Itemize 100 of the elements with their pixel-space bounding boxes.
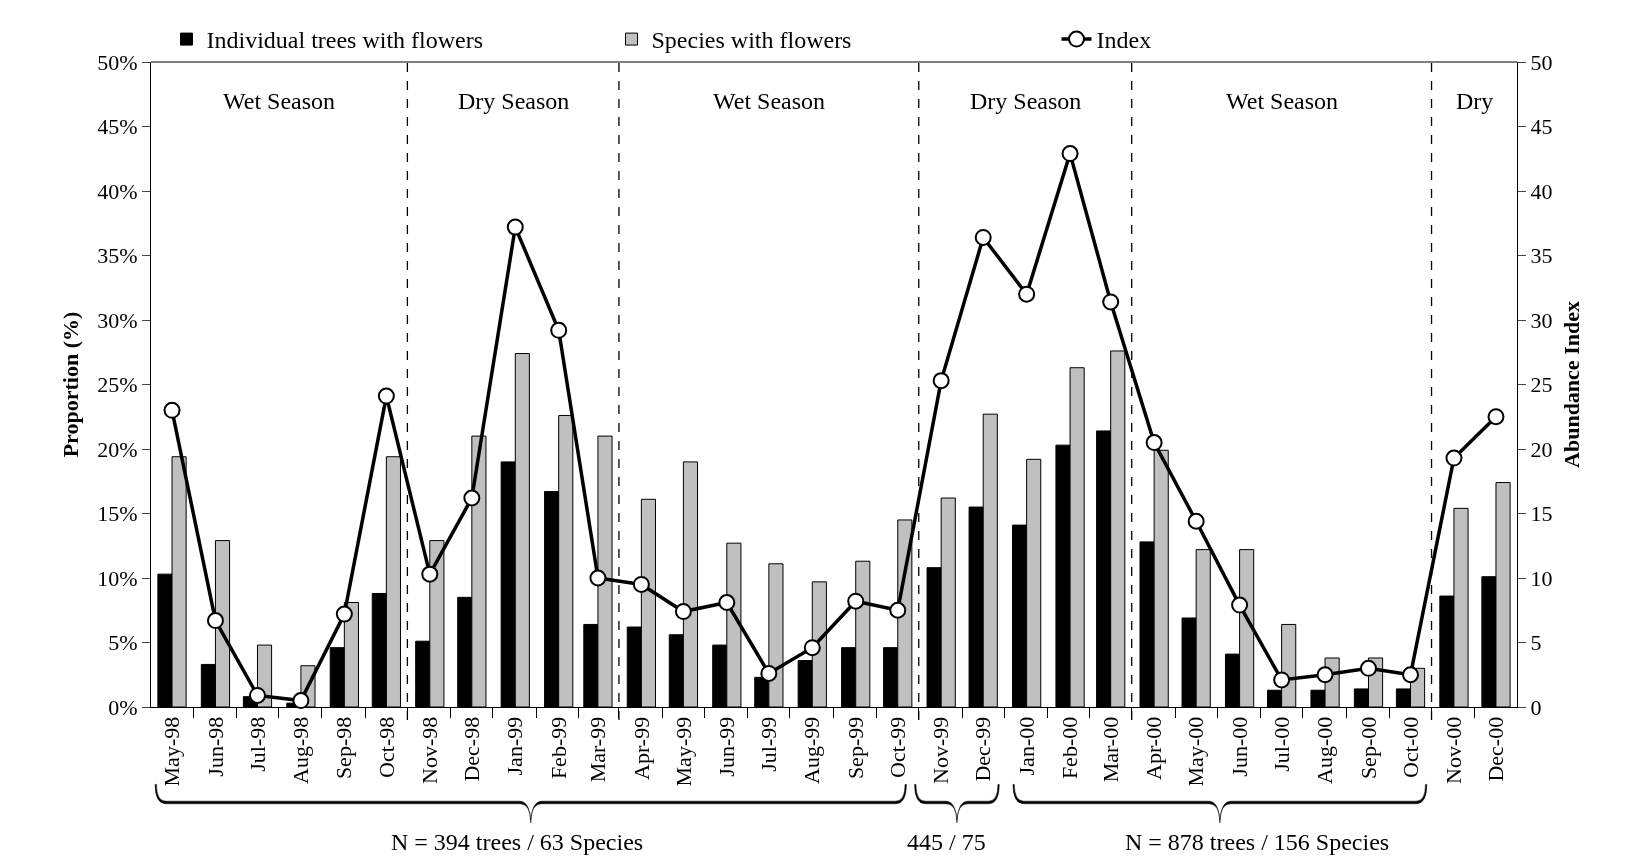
y2-tick-label: 25 [1530,372,1553,398]
x-tick-label: Apr-99 [628,716,654,780]
point [932,372,950,390]
y-tick-label: 15% [97,501,138,527]
x-tick-label: Sep-98 [331,716,357,780]
text: N = 394 trees / 63 Species [391,829,644,855]
x-tick-label: Jun-99 [713,716,739,777]
point [889,601,907,619]
y-tick-label: 50% [97,49,138,75]
point [1487,408,1505,426]
x-tick-label: Jun-98 [202,716,228,777]
x-tick-label: Aug-99 [799,716,825,785]
y2-tick-label: 40 [1530,178,1553,204]
point [974,228,992,246]
x-tick-label: Mar-99 [585,716,611,783]
x-tick-label: Oct-99 [884,716,910,778]
y-tick-label: 30% [97,307,138,333]
point [1360,659,1377,677]
x-tick-label: Jan-99 [502,716,528,776]
annotation: Dry Season [970,88,1082,114]
legend-label: Index [1096,27,1152,54]
x-tick-label: May-99 [670,716,696,787]
x-tick-label: Jul-98 [244,716,270,772]
x-tick-label: Jan-00 [1013,716,1039,776]
y2-tick-label: 15 [1530,501,1553,527]
point [1402,666,1420,684]
y2-tick-label: 30 [1530,307,1553,333]
y-axis-title: Proportion (%) [58,311,84,458]
y2-tick-label: 35 [1530,243,1553,269]
x-tick-label: Dec-00 [1483,716,1509,782]
x-tick-label: Dec-99 [970,716,996,782]
annotation: Wet Season [223,88,336,114]
point [550,321,568,339]
annotation: Wet Season [713,88,826,114]
point [1316,666,1334,684]
y2-axis-title: Abundance Index [1559,301,1585,468]
point [760,664,778,682]
x-tick-label: Jun-00 [1226,716,1252,777]
y2-tick-label: 10 [1530,565,1553,591]
y-tick-label: 45% [97,114,138,140]
point [1273,671,1291,689]
point [292,692,310,710]
y2-tick-label: 5 [1530,630,1542,656]
x-tick-label: Mar-00 [1097,716,1123,783]
x-tick-label: Nov-00 [1441,716,1467,785]
x-tick-label: Oct-00 [1397,716,1423,778]
annotation: Dry [1456,88,1494,114]
legend-label: Species with flowers [651,27,852,54]
point [421,565,439,583]
y2-tick-label: 50 [1530,49,1553,75]
point [718,594,736,611]
point [803,639,821,657]
y-tick-label: 40% [97,178,138,204]
point [1061,145,1079,163]
point [589,569,607,587]
x-tick-label: May-00 [1183,716,1209,787]
point [674,603,692,621]
point [1145,434,1163,452]
x-tick-label: Feb-99 [545,716,571,780]
x-tick-label: Nov-99 [928,716,954,785]
x-tick-label: Sep-00 [1355,716,1381,780]
x-tick-label: Dec-98 [458,716,484,782]
point [335,605,353,623]
point [1231,596,1249,614]
legend-label: Individual trees with flowers [206,27,484,54]
x-tick-label: Aug-00 [1312,716,1338,785]
text: N = 878 trees / 156 Species [1125,829,1390,855]
point [163,401,181,419]
point [847,592,865,610]
point [377,387,395,405]
x-tick-label: Aug-98 [288,716,314,785]
point [463,489,481,507]
point [1445,449,1463,467]
annotation: Wet Season [1226,88,1339,114]
point [1187,512,1205,530]
point [1018,285,1036,303]
x-tick-label: Nov-98 [416,716,442,785]
y-tick-label: 5% [108,630,138,656]
y2-tick-label: 0 [1530,694,1542,720]
y-tick-label: 0% [108,694,138,720]
point [1102,293,1120,311]
point [506,218,524,236]
x-tick-label: Apr-00 [1141,716,1167,780]
x-tick-label: May-98 [159,716,185,787]
point [248,686,266,704]
y-tick-label: 20% [97,436,138,462]
point [206,612,224,630]
x-tick-label: Sep-99 [842,716,868,780]
y-tick-label: 25% [97,372,138,398]
text: 445 / 75 [907,829,986,855]
y-tick-label: 10% [97,565,138,591]
annotation: Dry Season [458,88,570,114]
x-tick-label: Feb-00 [1057,716,1083,780]
x-tick-label: Jul-00 [1268,716,1294,772]
point [632,575,650,593]
y-tick-label: 35% [97,243,138,269]
y2-tick-label: 20 [1530,436,1553,462]
x-tick-label: Jul-99 [756,716,781,772]
y2-tick-label: 45 [1530,114,1553,140]
x-tick-label: Oct-98 [373,716,399,778]
